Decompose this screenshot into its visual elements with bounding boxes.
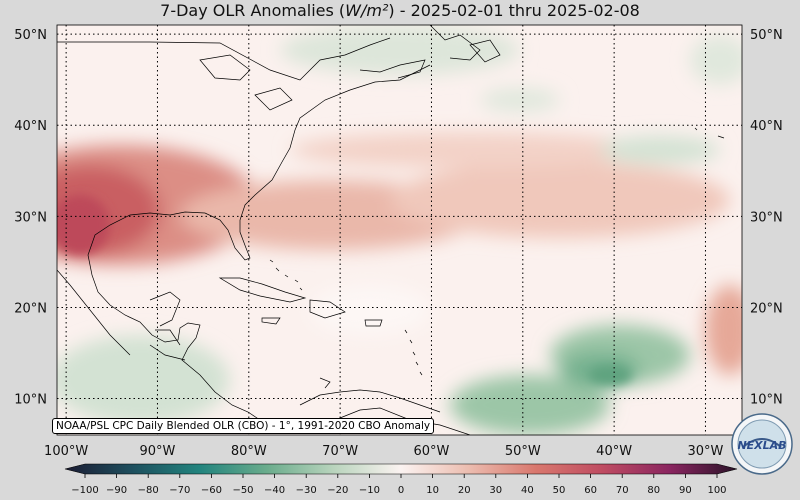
- anomaly-field: [57, 25, 742, 435]
- colorbar-tick-label: −100: [71, 485, 98, 496]
- colorbar-tick-label: 80: [647, 485, 660, 496]
- colorbar-tick-label: −40: [264, 485, 285, 496]
- lat-label-right: 40°N: [750, 119, 783, 134]
- lat-label-left: 20°N: [14, 301, 47, 316]
- lat-label-left: 10°N: [14, 393, 47, 408]
- colorbar-tick-label: 10: [426, 485, 439, 496]
- lat-label-right: 30°N: [750, 210, 783, 225]
- colorbar-tick-label: −70: [169, 485, 190, 496]
- lon-label: 80°W: [231, 444, 267, 459]
- colorbar-tick-label: 60: [584, 485, 597, 496]
- colorbar-tick-label: 70: [616, 485, 629, 496]
- lat-label-left: 40°N: [14, 119, 47, 134]
- colorbar-bar: [64, 463, 738, 475]
- map-frame: [56, 24, 743, 436]
- lon-label: 30°W: [688, 444, 724, 459]
- lon-label: 90°W: [140, 444, 176, 459]
- colorbar-tick-label: 50: [553, 485, 566, 496]
- lat-label-right: 50°N: [750, 28, 783, 43]
- colorbar-tick-label: −90: [106, 485, 127, 496]
- graticule: [57, 25, 742, 435]
- colorbar-tick-label: −60: [201, 485, 222, 496]
- colorbar-tick-label: 20: [458, 485, 471, 496]
- lon-label: 100°W: [44, 444, 88, 459]
- title-suffix: ) - 2025-02-01 thru 2025-02-08: [388, 1, 640, 20]
- colorbar-tick-label: 30: [489, 485, 502, 496]
- lon-label: 50°W: [505, 444, 541, 459]
- colorbar-ticks: −100 −90 −80 −70 −60 −50 −40 −30 −20 −10 0 10 20 30 40…: [71, 474, 727, 496]
- map-title: 7-Day OLR Anomalies (W/m²) - 2025-02-01 …: [0, 0, 800, 22]
- title-units: W/m²: [345, 1, 389, 20]
- title-prefix: 7-Day OLR Anomalies (: [160, 1, 346, 20]
- colorbar-tick-label: −20: [327, 485, 348, 496]
- colorbar-tick-label: −80: [138, 485, 159, 496]
- lat-label-left: 50°N: [14, 28, 47, 43]
- lon-label: 70°W: [322, 444, 358, 459]
- data-attribution: NOAA/PSL CPC Daily Blended OLR (CBO) - 1…: [52, 418, 435, 434]
- lat-label-left: 30°N: [14, 210, 47, 225]
- colorbar-tick-label: −30: [296, 485, 317, 496]
- lon-label: 40°W: [596, 444, 632, 459]
- colorbar-tick-label: −50: [232, 485, 253, 496]
- lat-label-right: 20°N: [750, 301, 783, 316]
- colorbar-tick-label: 100: [707, 485, 726, 496]
- lat-label-right: 10°N: [750, 393, 783, 408]
- colorbar-tick-label: 90: [679, 485, 692, 496]
- logo-text: NEXLAB: [737, 439, 786, 452]
- lon-label: 60°W: [414, 444, 450, 459]
- colorbar-tick-label: 0: [398, 485, 404, 496]
- colorbar-tick-label: 40: [521, 485, 534, 496]
- nexlab-logo: NEXLAB: [731, 413, 793, 475]
- coordinate-labels: 50°N 50°N 40°N 40°N 30°N 30°N 20°N 20°N 10°N 10°N…: [14, 28, 783, 459]
- colorbar: −100 −90 −80 −70 −60 −50 −40 −30 −20 −10 0 10 20 30 40…: [64, 463, 738, 496]
- colorbar-tick-label: −10: [359, 485, 380, 496]
